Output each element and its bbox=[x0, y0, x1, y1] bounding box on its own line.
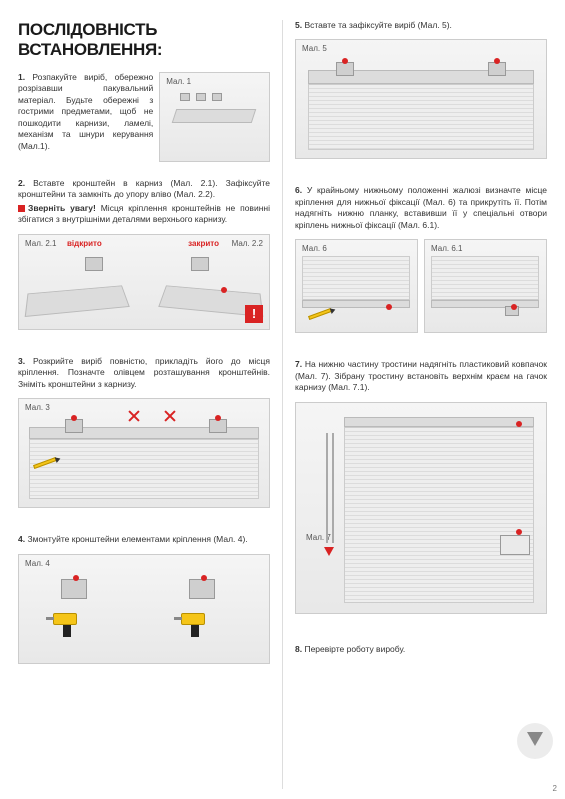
closed-label: закрито bbox=[188, 239, 219, 248]
step-8: 8. Перевірте роботу виробу. bbox=[295, 644, 547, 655]
figure-3: Мал. 3 bbox=[18, 398, 270, 508]
step5-text: 5. Вставте та зафіксуйте виріб (Мал. 5). bbox=[295, 20, 547, 31]
figure-4: Мал. 4 bbox=[18, 554, 270, 664]
figure-3-label: Мал. 3 bbox=[25, 403, 50, 412]
step-6: 6. У крайньому нижньому положенні жалюзі… bbox=[295, 185, 547, 345]
main-title: ПОСЛІДОВНІСТЬ ВСТАНОВЛЕННЯ: bbox=[18, 20, 270, 60]
step8-body: Перевірте роботу виробу. bbox=[304, 644, 405, 654]
step-2: 2. Вставте кронштейн в карниз (Мал. 2.1)… bbox=[18, 178, 270, 342]
figure-4-label: Мал. 4 bbox=[25, 559, 50, 568]
download-watermark-icon bbox=[517, 723, 553, 759]
left-column: ПОСЛІДОВНІСТЬ ВСТАНОВЛЕННЯ: 1. Розпакуйт… bbox=[18, 20, 270, 789]
step7-body: На нижню частину тростини надягніть плас… bbox=[295, 359, 547, 392]
step-1: 1. Розпакуйте виріб, обережно розрізавши… bbox=[18, 72, 270, 162]
figure-7: Мал. 7 Мал. 7.1 bbox=[295, 402, 547, 614]
step6-body: У крайньому нижньому положенні жалюзі ви… bbox=[295, 185, 547, 229]
step4-body: Змонтуйте кронштейни елементами кріпленн… bbox=[27, 534, 247, 544]
step-3: 3. Розкрийте виріб повністю, прикладіть … bbox=[18, 356, 270, 520]
step5-body: Вставте та зафіксуйте виріб (Мал. 5). bbox=[304, 20, 451, 30]
step2-num: 2. bbox=[18, 178, 25, 188]
warning-icon bbox=[18, 205, 25, 212]
step8-num: 8. bbox=[295, 644, 302, 654]
figure-61: Мал. 6.1 bbox=[424, 239, 547, 333]
figure-6-wrap: Мал. 6 Мал. 6.1 bbox=[295, 239, 547, 333]
step2-warning: Зверніть увагу! Місця кріплення кронштей… bbox=[18, 203, 270, 226]
step-7: 7. На нижню частину тростини надягніть п… bbox=[295, 359, 547, 625]
step4-text: 4. Змонтуйте кронштейни елементами кріпл… bbox=[18, 534, 270, 545]
figure-2-wrap: Мал. 2.1 відкрито закрито Мал. 2.2 ! bbox=[18, 234, 270, 330]
step2-text: 2. Вставте кронштейн в карниз (Мал. 2.1)… bbox=[18, 178, 270, 201]
step3-text: 3. Розкрийте виріб повністю, прикладіть … bbox=[18, 356, 270, 390]
figure-2: Мал. 2.1 відкрито закрито Мал. 2.2 ! bbox=[18, 234, 270, 330]
step1-body: Розпакуйте виріб, обережно розрізавши па… bbox=[18, 72, 153, 151]
figure-5: Мал. 5 bbox=[295, 39, 547, 159]
step7-text: 7. На нижню частину тростини надягніть п… bbox=[295, 359, 547, 393]
figure-22-label: Мал. 2.2 bbox=[232, 239, 263, 248]
right-column: 5. Вставте та зафіксуйте виріб (Мал. 5).… bbox=[295, 20, 547, 789]
figure-6: Мал. 6 bbox=[295, 239, 418, 333]
open-label: відкрито bbox=[67, 239, 102, 248]
step2-warn-title: Зверніть увагу! bbox=[28, 203, 96, 213]
step3-body: Розкрийте виріб повністю, прикладіть йог… bbox=[18, 356, 270, 389]
step7-num: 7. bbox=[295, 359, 302, 369]
figure-1-label: Мал. 1 bbox=[166, 77, 191, 86]
figure-6-label: Мал. 6 bbox=[302, 244, 327, 253]
figure-61-label: Мал. 6.1 bbox=[431, 244, 462, 253]
step1-text: 1. Розпакуйте виріб, обережно розрізавши… bbox=[18, 72, 153, 162]
figure-4-wrap: Мал. 4 bbox=[18, 554, 270, 664]
step-5: 5. Вставте та зафіксуйте виріб (Мал. 5).… bbox=[295, 20, 547, 171]
page-container: ПОСЛІДОВНІСТЬ ВСТАНОВЛЕННЯ: 1. Розпакуйт… bbox=[0, 0, 565, 799]
page-number: 2 bbox=[553, 784, 557, 793]
step6-num: 6. bbox=[295, 185, 302, 195]
step6-text: 6. У крайньому нижньому положенні жалюзі… bbox=[295, 185, 547, 231]
drill-icon bbox=[181, 613, 213, 635]
figure-5-wrap: Мал. 5 bbox=[295, 39, 547, 159]
column-divider bbox=[282, 20, 283, 789]
step2-body-a: Вставте кронштейн в карниз (Мал. 2.1). З… bbox=[18, 178, 270, 199]
figure-21-label: Мал. 2.1 bbox=[25, 239, 56, 248]
figure-5-label: Мал. 5 bbox=[302, 44, 327, 53]
step1-num: 1. bbox=[18, 72, 25, 82]
figure-1: Мал. 1 bbox=[159, 72, 270, 162]
figure-7-wrap: Мал. 7 Мал. 7.1 bbox=[295, 402, 547, 614]
figure-3-wrap: Мал. 3 bbox=[18, 398, 270, 508]
step4-num: 4. bbox=[18, 534, 25, 544]
step5-num: 5. bbox=[295, 20, 302, 30]
step3-num: 3. bbox=[18, 356, 25, 366]
step8-text: 8. Перевірте роботу виробу. bbox=[295, 644, 547, 655]
step-4: 4. Змонтуйте кронштейни елементами кріпл… bbox=[18, 534, 270, 675]
drill-icon bbox=[53, 613, 85, 635]
